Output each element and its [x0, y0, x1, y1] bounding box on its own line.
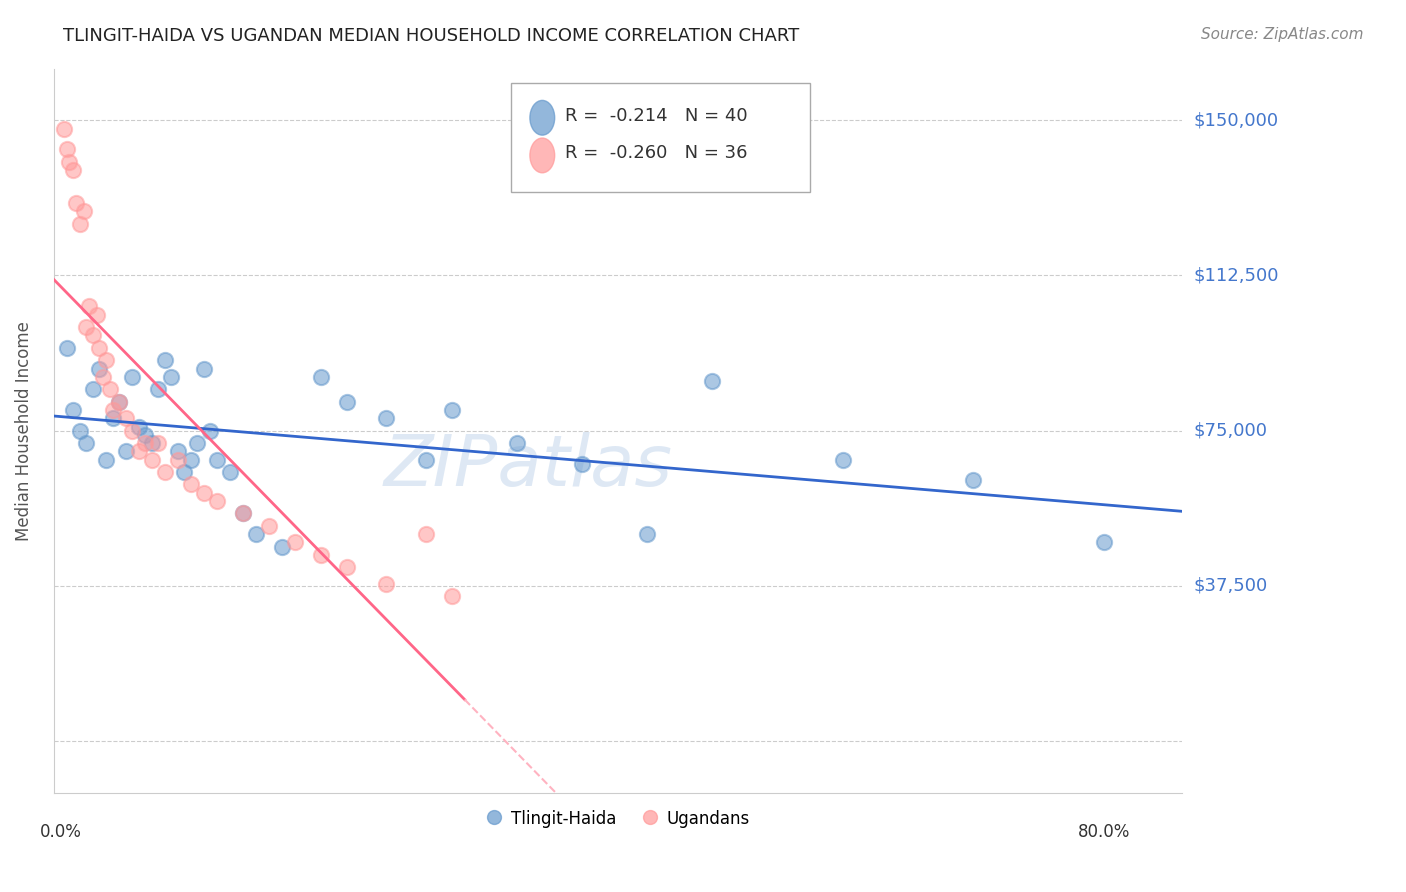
Point [153, 353, 176, 368]
Point [121, 369, 143, 384]
Point [180, 452, 202, 467]
Point [415, 452, 437, 467]
Point [101, 403, 124, 417]
Point [93, 369, 115, 384]
Legend: Tlingit-Haida, Ugandans: Tlingit-Haida, Ugandans [479, 804, 756, 835]
Point [108, 394, 131, 409]
Point [62, 403, 84, 417]
Point [193, 485, 215, 500]
Point [440, 403, 463, 417]
Point [232, 507, 254, 521]
Point [101, 411, 124, 425]
Point [86, 308, 108, 322]
Point [831, 452, 853, 467]
Text: R =  -0.260   N = 36: R = -0.260 N = 36 [565, 145, 748, 162]
Point [94, 353, 117, 368]
Text: TLINGIT-HAIDA VS UGANDAN MEDIAN HOUSEHOLD INCOME CORRELATION CHART: TLINGIT-HAIDA VS UGANDAN MEDIAN HOUSEHOL… [63, 27, 800, 45]
Text: Source: ZipAtlas.com: Source: ZipAtlas.com [1201, 27, 1364, 42]
Point [375, 576, 398, 591]
Point [166, 444, 188, 458]
Point [128, 419, 150, 434]
Point [219, 465, 242, 479]
Point [1092, 535, 1115, 549]
Text: 0.0%: 0.0% [39, 823, 82, 841]
Point [271, 540, 294, 554]
Point [69, 217, 91, 231]
FancyBboxPatch shape [510, 83, 810, 192]
Point [114, 444, 136, 458]
Point [173, 465, 195, 479]
Point [506, 436, 529, 450]
Y-axis label: Median Household Income: Median Household Income [15, 321, 32, 541]
Point [53, 121, 76, 136]
Point [98, 382, 121, 396]
Point [962, 473, 984, 487]
Point [146, 436, 169, 450]
Point [108, 394, 131, 409]
Point [77, 300, 100, 314]
Point [75, 436, 97, 450]
Point [160, 369, 183, 384]
Point [309, 369, 332, 384]
Point [375, 411, 398, 425]
Point [114, 411, 136, 425]
Point [75, 320, 97, 334]
Point [65, 196, 87, 211]
Point [636, 527, 658, 541]
Text: R =  -0.214   N = 40: R = -0.214 N = 40 [565, 107, 748, 125]
Point [56, 142, 79, 156]
Point [440, 589, 463, 603]
Point [336, 394, 359, 409]
Point [205, 452, 228, 467]
Point [134, 427, 156, 442]
Point [232, 507, 254, 521]
Point [141, 436, 163, 450]
Point [82, 328, 104, 343]
Point [415, 527, 437, 541]
Point [89, 361, 111, 376]
Point [245, 527, 267, 541]
Point [180, 477, 202, 491]
Point [69, 424, 91, 438]
Point [141, 452, 163, 467]
Point [82, 382, 104, 396]
Point [94, 452, 117, 467]
Point [186, 436, 208, 450]
Point [166, 452, 188, 467]
Point [58, 154, 80, 169]
Text: $112,500: $112,500 [1194, 267, 1278, 285]
Point [89, 341, 111, 355]
Point [134, 436, 156, 450]
Point [193, 361, 215, 376]
Text: 80.0%: 80.0% [1077, 823, 1130, 841]
Point [62, 162, 84, 177]
Point [702, 374, 724, 388]
Ellipse shape [530, 101, 555, 136]
Point [309, 548, 332, 562]
Point [73, 204, 96, 219]
Text: $37,500: $37,500 [1194, 577, 1267, 595]
Point [121, 424, 143, 438]
Text: $150,000: $150,000 [1194, 112, 1278, 129]
Text: $75,000: $75,000 [1194, 422, 1267, 440]
Point [153, 465, 176, 479]
Point [257, 518, 280, 533]
Point [56, 341, 79, 355]
Text: ZIPatlas: ZIPatlas [382, 433, 672, 501]
Point [128, 444, 150, 458]
Point [336, 560, 359, 574]
Point [284, 535, 307, 549]
Point [146, 382, 169, 396]
Point [200, 424, 222, 438]
Point [205, 494, 228, 508]
Point [571, 457, 593, 471]
Ellipse shape [530, 138, 555, 173]
